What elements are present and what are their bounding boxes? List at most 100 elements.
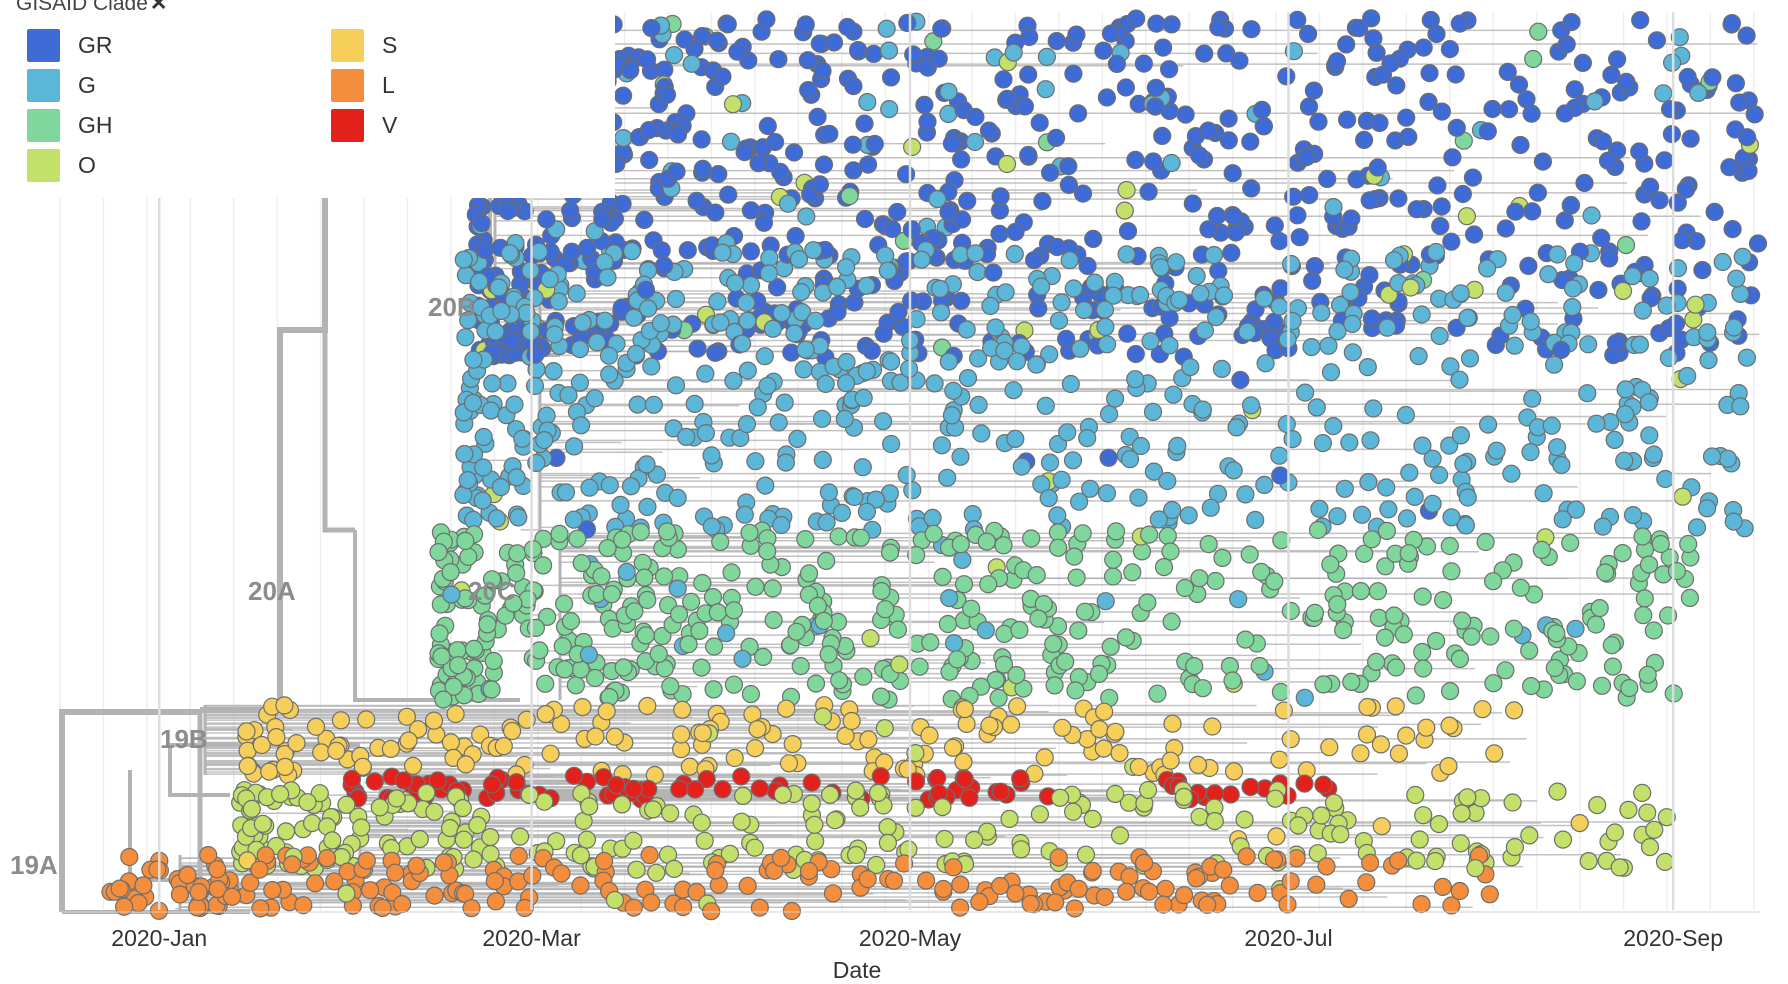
tip-point-gr[interactable] (1464, 225, 1484, 244)
tip-point-gh[interactable] (851, 528, 871, 547)
tip-point-gr[interactable] (1632, 212, 1651, 231)
tip-point-gh[interactable] (1271, 682, 1291, 702)
tip-point-l[interactable] (640, 845, 659, 865)
tip-point-o[interactable] (580, 797, 599, 816)
tip-point-g[interactable] (1048, 506, 1067, 525)
tip-point-gr[interactable] (1116, 78, 1136, 97)
tip-point-gr[interactable] (1737, 128, 1757, 147)
tip-point-s[interactable] (1094, 739, 1113, 758)
tip-point-gh[interactable] (1442, 562, 1461, 581)
tip-point-g[interactable] (760, 248, 779, 268)
legend-item-gr[interactable]: GR (27, 28, 113, 62)
tip-point-g[interactable] (797, 207, 816, 226)
tip-point-gh[interactable] (636, 626, 655, 645)
tip-point-g[interactable] (1623, 505, 1643, 525)
tip-point-s[interactable] (536, 704, 555, 724)
tip-point-o[interactable] (1138, 780, 1158, 800)
tip-point-g[interactable] (816, 374, 835, 393)
tip-point-gr[interactable] (1575, 173, 1594, 193)
tip-point-gr[interactable] (1046, 128, 1066, 147)
tip-point-l[interactable] (1237, 847, 1256, 866)
tip-point-l[interactable] (283, 855, 302, 874)
tip-point-g[interactable] (702, 446, 721, 465)
tip-point-gh[interactable] (938, 614, 958, 634)
tip-point-gh[interactable] (1633, 527, 1652, 546)
tip-point-gh[interactable] (1123, 563, 1142, 582)
close-icon[interactable]: ✕ (149, 0, 168, 15)
tip-point-gh[interactable] (1385, 606, 1404, 625)
tip-point-l[interactable] (970, 892, 989, 912)
tip-point-gr[interactable] (1533, 152, 1553, 171)
tip-point-s[interactable] (399, 731, 418, 750)
tip-point-gh[interactable] (711, 532, 730, 552)
tip-point-gr[interactable] (613, 194, 632, 213)
tip-point-gh[interactable] (434, 690, 453, 709)
tip-point-gh[interactable] (1106, 522, 1126, 541)
tip-point-o[interactable] (253, 814, 272, 833)
tip-point-g[interactable] (1007, 352, 1027, 371)
tip-point-gh[interactable] (661, 677, 680, 696)
tip-point-gh[interactable] (753, 647, 773, 667)
tip-point-gh[interactable] (523, 540, 543, 559)
tip-point-l[interactable] (552, 864, 571, 883)
legend-item-o[interactable]: O (27, 148, 96, 182)
tip-point-gr[interactable] (844, 76, 863, 96)
tip-point-gh[interactable] (1366, 652, 1386, 672)
tip-point-gr[interactable] (1673, 231, 1692, 250)
tip-point-g[interactable] (1283, 430, 1302, 449)
tip-point-g[interactable] (1049, 311, 1069, 330)
tip-point-gh[interactable] (430, 624, 449, 643)
tip-point-l[interactable] (178, 865, 197, 885)
tip-point-gh[interactable] (830, 671, 849, 690)
tip-point-v[interactable] (906, 772, 926, 791)
tip-point-gh[interactable] (746, 577, 765, 596)
tip-point-gh[interactable] (432, 647, 451, 666)
tip-point-l[interactable] (1389, 851, 1408, 870)
tip-point-gr[interactable] (642, 19, 661, 38)
tip-point-g[interactable] (1654, 84, 1673, 103)
tip-point-gh[interactable] (947, 650, 967, 669)
tip-point-l[interactable] (509, 846, 528, 866)
tip-point-gr[interactable] (562, 242, 581, 261)
tip-point-s[interactable] (1274, 701, 1294, 720)
tip-point-g[interactable] (1281, 254, 1301, 274)
tip-point-g[interactable] (456, 328, 475, 347)
legend-item-s[interactable]: S (331, 28, 397, 62)
tip-point-gh[interactable] (690, 621, 709, 641)
tip-point-l[interactable] (990, 876, 1010, 896)
tip-point-g[interactable] (564, 510, 583, 529)
tip-point-g[interactable] (1565, 254, 1584, 273)
tip-point-gr[interactable] (1299, 97, 1319, 116)
tip-point-gh[interactable] (478, 615, 497, 634)
tip-point-g[interactable] (1542, 416, 1561, 435)
tip-point-s[interactable] (1386, 697, 1405, 716)
tip-point-gh[interactable] (572, 553, 591, 573)
tip-point-l[interactable] (170, 885, 189, 904)
tip-point-gr[interactable] (692, 130, 711, 149)
tip-point-gh[interactable] (977, 532, 996, 551)
tip-point-gr[interactable] (765, 132, 785, 152)
tip-point-g[interactable] (1036, 396, 1055, 415)
tip-point-gr[interactable] (1562, 13, 1581, 32)
tip-point-g[interactable] (1587, 414, 1606, 433)
tip-point-gh[interactable] (537, 607, 557, 627)
tip-point-gr[interactable] (1589, 280, 1608, 300)
tip-point-l[interactable] (1065, 899, 1084, 918)
tip-point-gh[interactable] (1613, 543, 1632, 563)
tip-point-gh[interactable] (791, 656, 810, 676)
tip-point-gr[interactable] (1271, 279, 1290, 298)
tip-point-o[interactable] (1050, 788, 1070, 807)
tip-point-gr[interactable] (475, 240, 494, 259)
tip-point-s[interactable] (1094, 702, 1114, 721)
tip-point-g[interactable] (1052, 293, 1071, 312)
tip-point-g[interactable] (813, 450, 832, 469)
tip-point-g[interactable] (1605, 430, 1624, 449)
tip-point-gr[interactable] (1655, 151, 1674, 170)
tip-point-l[interactable] (934, 879, 953, 899)
tip-point-gr[interactable] (1453, 184, 1473, 204)
tip-point-gr[interactable] (991, 187, 1010, 206)
tip-point-gr[interactable] (1600, 249, 1619, 268)
tip-point-o[interactable] (337, 884, 356, 903)
tip-point-g[interactable] (570, 373, 590, 392)
tip-point-o[interactable] (1110, 826, 1130, 845)
